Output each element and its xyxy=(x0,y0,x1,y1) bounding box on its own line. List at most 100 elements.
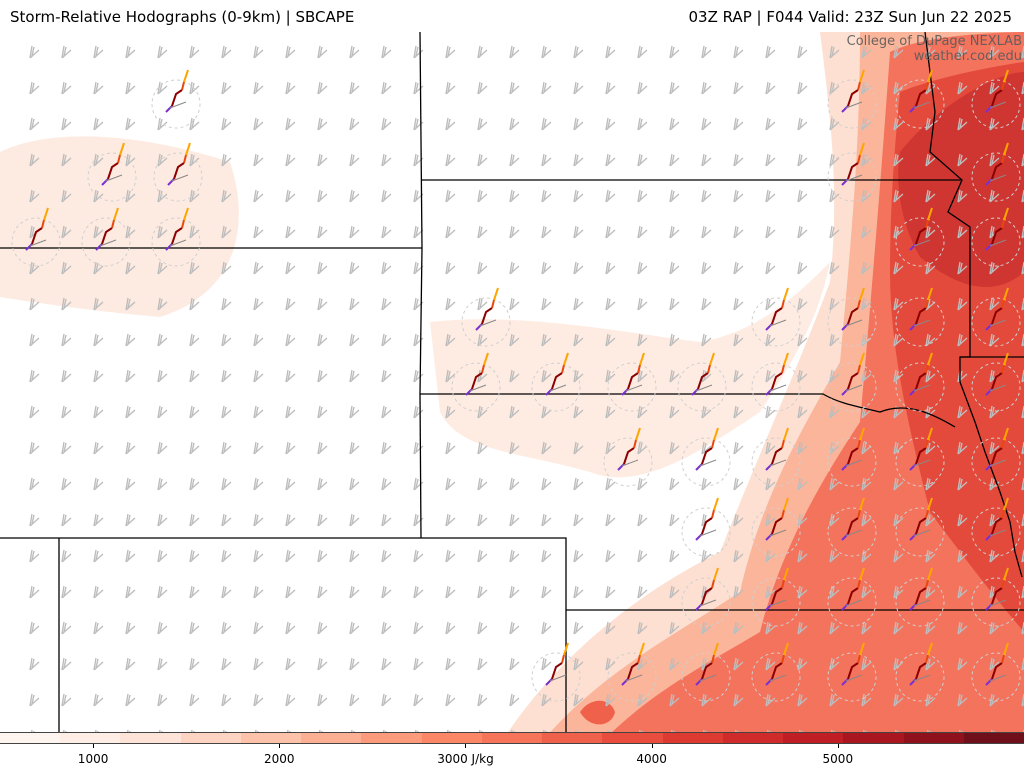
hodograph-trace xyxy=(783,427,789,441)
hodograph-trace xyxy=(909,243,917,251)
hodograph-ring xyxy=(681,652,731,702)
wind-barb xyxy=(413,81,424,95)
wind-barb xyxy=(189,693,200,707)
wind-barb xyxy=(957,477,968,491)
wind-barb xyxy=(317,261,328,275)
wind-barb xyxy=(701,117,712,131)
hodograph-trace xyxy=(915,662,927,680)
hodograph-trace xyxy=(1001,439,1005,449)
hodograph-trace xyxy=(483,352,489,366)
wind-barb xyxy=(925,549,936,563)
wind-barb xyxy=(93,585,104,599)
wind-barb xyxy=(669,369,680,383)
wind-barb xyxy=(541,513,552,527)
wind-barb xyxy=(349,477,360,491)
storm-motion-arrow xyxy=(845,529,863,537)
wind-barb xyxy=(61,513,72,527)
wind-barb xyxy=(445,117,456,131)
wind-barb xyxy=(669,333,680,347)
wind-barb xyxy=(541,657,552,671)
hodograph-ring xyxy=(971,362,1021,412)
wind-barb xyxy=(413,441,424,455)
wind-barb xyxy=(733,333,744,347)
map-panel[interactable] xyxy=(0,32,1024,744)
storm-motion-arrow xyxy=(105,174,123,182)
wind-barb xyxy=(829,405,840,419)
hodograph-ring xyxy=(827,297,877,347)
wind-barb xyxy=(221,261,232,275)
hodograph-ring xyxy=(153,152,203,202)
wind-barb xyxy=(93,333,104,347)
wind-barb xyxy=(541,153,552,167)
hodograph-ring xyxy=(677,362,727,412)
wind-barb xyxy=(285,405,296,419)
wind-barb xyxy=(445,441,456,455)
wind-barb xyxy=(573,81,584,95)
hodograph-trace xyxy=(183,207,189,221)
cape-shading xyxy=(0,32,1024,744)
wind-barb xyxy=(925,333,936,347)
wind-barb xyxy=(285,297,296,311)
wind-barb xyxy=(989,45,1000,59)
wind-barb xyxy=(61,45,72,59)
wind-barb xyxy=(669,225,680,239)
hodograph-ring xyxy=(531,362,581,412)
hodograph-ring xyxy=(971,507,1021,557)
wind-barb xyxy=(61,405,72,419)
wind-barb xyxy=(29,441,40,455)
colorbar-segment xyxy=(481,733,543,743)
wind-barb xyxy=(829,117,840,131)
wind-barb xyxy=(605,405,616,419)
wind-barb xyxy=(797,333,808,347)
wind-barb xyxy=(765,477,776,491)
wind-barb xyxy=(349,621,360,635)
hodograph-trace xyxy=(545,388,553,396)
hodograph-ring xyxy=(81,217,131,267)
hodograph-trace xyxy=(909,603,917,611)
wind-barb xyxy=(477,513,488,527)
hodograph-trace xyxy=(713,427,719,441)
wind-barb xyxy=(893,153,904,167)
hodograph-trace xyxy=(847,162,859,180)
wind-barb xyxy=(925,189,936,203)
wind-barb xyxy=(573,117,584,131)
wind-barb xyxy=(797,153,808,167)
wind-barb xyxy=(573,441,584,455)
wind-barb xyxy=(189,657,200,671)
colorbar-tick-label: 2000 xyxy=(263,752,295,766)
wind-barb xyxy=(157,333,168,347)
hodograph-trace xyxy=(711,509,715,519)
hodograph-trace xyxy=(847,662,859,680)
wind-barb xyxy=(189,189,200,203)
hodograph-trace xyxy=(771,447,783,465)
wind-barb xyxy=(637,45,648,59)
wind-barb xyxy=(349,297,360,311)
wind-barb xyxy=(221,585,232,599)
colorbar-tick-mark xyxy=(837,744,839,748)
wind-barb xyxy=(669,297,680,311)
hodograph-trace xyxy=(695,463,703,471)
hodograph-trace xyxy=(781,654,785,664)
wind-barb xyxy=(573,225,584,239)
wind-barb xyxy=(797,81,808,95)
hodograph-trace xyxy=(781,299,785,309)
hodograph-trace xyxy=(927,497,933,511)
wind-barb xyxy=(157,189,168,203)
wind-barb xyxy=(413,477,424,491)
wind-barb xyxy=(157,513,168,527)
hodograph-trace xyxy=(711,579,715,589)
wind-barb xyxy=(317,621,328,635)
hodograph-trace xyxy=(859,427,865,441)
hodograph-trace xyxy=(847,587,859,605)
storm-motion-arrow xyxy=(625,674,643,682)
hodograph-ring xyxy=(11,217,61,267)
wind-barb xyxy=(381,513,392,527)
wind-barb xyxy=(413,369,424,383)
storm-motion-arrow xyxy=(169,101,187,109)
wind-barb xyxy=(317,189,328,203)
hodograph-trace xyxy=(859,142,865,156)
hodograph-ring xyxy=(827,362,877,412)
hodograph-ring xyxy=(971,577,1021,627)
wind-barb xyxy=(509,81,520,95)
hodograph-trace xyxy=(909,323,917,331)
